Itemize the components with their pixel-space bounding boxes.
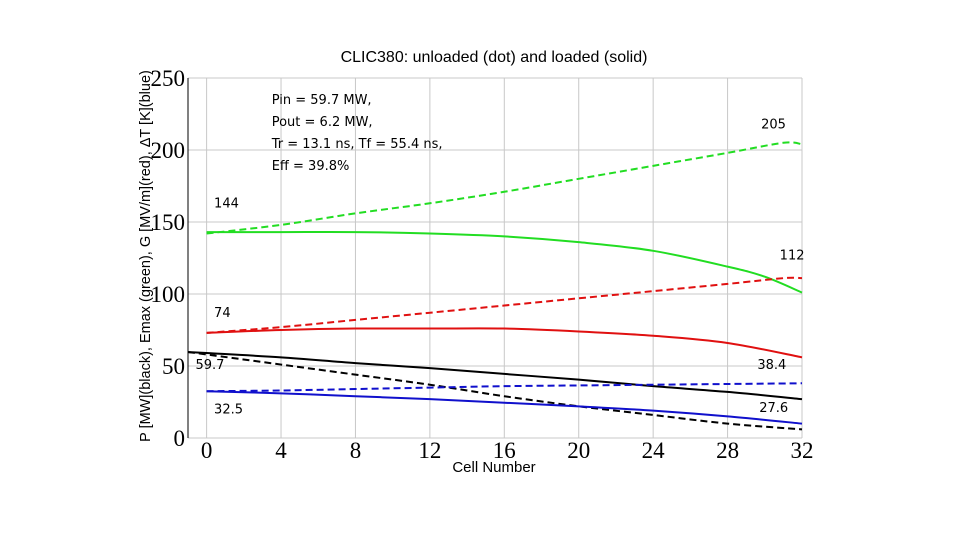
value-annotation: 32.5 — [214, 403, 243, 418]
value-annotation: 144 — [214, 197, 239, 212]
y-tick-label: 150 — [151, 210, 186, 235]
green-solid-series-line — [206, 230, 803, 294]
y-tick-label: 200 — [151, 138, 186, 163]
x-tick-label: 28 — [716, 438, 739, 463]
x-tick-label: 12 — [418, 438, 441, 463]
x-axis-label: Cell Number — [452, 459, 535, 476]
blue-dashed-series-line — [206, 382, 803, 393]
parameters-annotation-line: Pin = 59.7 MW, — [272, 93, 372, 108]
value-annotation: 38.4 — [757, 358, 786, 373]
y-tick-label: 100 — [151, 282, 186, 307]
tick-labels: 0 4 8 12 16 20 24 28 32 0 50 100 150 200 250 — [151, 66, 814, 463]
y-tick-label: 50 — [162, 354, 185, 379]
parameters-annotation: Pin = 59.7 MW, Pout = 6.2 MW, Tr = 13.1 ns… — [271, 93, 443, 174]
y-tick-label: 0 — [174, 426, 186, 451]
series-group — [187, 141, 803, 431]
x-tick-label: 32 — [791, 438, 814, 463]
red-dashed-series-line — [206, 276, 803, 334]
x-tick-label: 24 — [642, 438, 666, 463]
y-axis-label: P [MW](black), Emax (green), G [MV/m](re… — [138, 70, 154, 442]
x-tick-label: 8 — [350, 438, 362, 463]
value-annotation: 205 — [761, 117, 786, 132]
red-solid-series-line — [206, 327, 803, 359]
x-tick-label: 20 — [567, 438, 590, 463]
x-tick-label: 0 — [201, 438, 213, 463]
blue-solid-series-line — [206, 390, 803, 425]
grid — [188, 77, 803, 439]
annotations: Pin = 59.7 MW, Pout = 6.2 MW, Tr = 13.1 ns… — [195, 93, 804, 418]
parameters-annotation-line: Pout = 6.2 MW, — [272, 115, 373, 130]
y-tick-label: 250 — [151, 66, 186, 91]
black-solid-series-line — [187, 351, 803, 401]
value-annotation: 112 — [780, 248, 805, 263]
parameters-annotation-line: Eff = 39.8% — [272, 159, 350, 174]
black-dashed-series-line — [187, 351, 803, 431]
value-annotation: 59.7 — [195, 358, 224, 373]
chart-title: CLIC380: unloaded (dot) and loaded (soli… — [341, 49, 648, 66]
value-annotation: 27.6 — [759, 401, 788, 416]
green-dashed-series-line — [206, 141, 803, 235]
x-tick-label: 16 — [493, 438, 516, 463]
x-tick-label: 4 — [275, 438, 287, 463]
parameters-annotation-line: Tr = 13.1 ns, Tf = 55.4 ns, — [271, 137, 443, 152]
value-annotation: 74 — [214, 306, 231, 321]
